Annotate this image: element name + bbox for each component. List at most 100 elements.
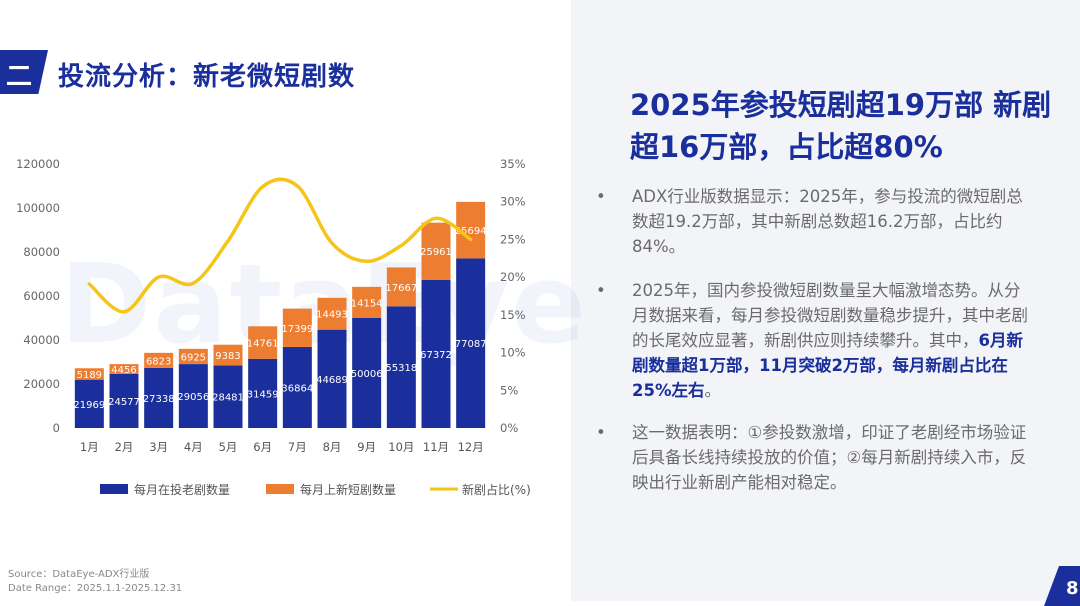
y2-tick-label: 0% [500, 421, 518, 435]
old-value-label: 67372 [420, 350, 452, 361]
bar-new-6 [248, 326, 278, 359]
new-value-label: 14493 [316, 310, 348, 321]
old-value-label: 27338 [143, 394, 175, 405]
section-badge: 二 [0, 50, 48, 94]
old-value-label: 28481 [212, 393, 244, 404]
new-value-label: 14761 [247, 339, 279, 350]
old-value-label: 21969 [73, 400, 105, 411]
bar-old-2 [109, 373, 139, 428]
bar-new-5 [213, 344, 243, 366]
bullet-text-before: 2025年，国内参投微短剧数量呈大幅激增态势。从分月数据来看，每月参投微短剧数量… [632, 281, 1028, 350]
x-tick-label: 4月 [184, 440, 203, 454]
bar-old-4 [178, 364, 208, 428]
x-tick-label: 12月 [458, 440, 484, 454]
bar-new-7 [282, 308, 312, 347]
line-new-share [87, 177, 473, 314]
bullet-text: ADX行业版数据显示：2025年，参与投流的微短剧总数超19.2万部，其中新剧总… [632, 187, 1023, 256]
legend-swatch-old [100, 484, 128, 494]
x-tick-label: 6月 [253, 440, 272, 454]
x-tick-label: 3月 [149, 440, 168, 454]
bullet-text: 这一数据表明：①参投数激增，印证了老剧经市场验证后具备长线持续投放的价值；②每月… [632, 423, 1027, 492]
bar-old-12 [456, 258, 486, 428]
headline: 2025年参投短剧超19万部 新剧超16万部，占比超80% [630, 88, 1052, 164]
new-value-label: 25694 [455, 226, 487, 237]
bar-old-6 [248, 358, 278, 428]
bar-new-8 [317, 297, 347, 330]
legend-swatch-new [266, 484, 294, 494]
y2-tick-label: 20% [500, 270, 526, 284]
x-tick-label: 5月 [219, 440, 238, 454]
new-value-label: 9383 [215, 351, 240, 362]
x-tick-label: 2月 [115, 440, 134, 454]
y-tick-label: 100000 [16, 201, 60, 215]
old-value-label: 29056 [177, 392, 209, 403]
old-value-label: 24577 [108, 397, 140, 408]
old-value-label: 55318 [385, 363, 417, 374]
bullet-highlight: 6月新剧数量超1万部，11月突破2万部，每月新剧占比在25%左右 [632, 331, 1023, 400]
page-title: 投流分析：新老微短剧数 [58, 62, 356, 92]
y-tick-label: 0 [53, 421, 60, 435]
y2-tick-label: 15% [500, 308, 526, 322]
bar-new-10 [386, 267, 416, 307]
new-value-label: 5189 [77, 370, 102, 381]
bar-old-8 [317, 329, 347, 428]
x-tick-label: 1月 [80, 440, 99, 454]
bar-new-9 [352, 286, 382, 318]
bar-new-3 [144, 352, 174, 368]
bar-old-9 [352, 317, 382, 428]
y-tick-label: 120000 [16, 157, 60, 171]
bullet-text: 2025年，国内参投微短剧数量呈大幅激增态势。从分月数据来看，每月参投微短剧数量… [632, 278, 1036, 403]
bullet-3: • 这一数据表明：①参投数激增，印证了老剧经市场验证后具备长线持续投放的价值；②… [596, 420, 1036, 495]
right-panel [571, 0, 1080, 601]
bar-old-3 [144, 367, 174, 428]
bar-old-1 [74, 379, 104, 428]
old-value-label: 44689 [316, 375, 348, 386]
legend-label-old: 每月在投老剧数量 [134, 482, 230, 497]
bar-old-10 [386, 306, 416, 428]
bullet-text-after: 。 [704, 381, 722, 400]
bar-new-4 [178, 348, 208, 365]
y-tick-label: 20000 [23, 377, 60, 391]
y2-tick-label: 30% [500, 195, 526, 209]
x-tick-label: 8月 [323, 440, 342, 454]
y2-tick-label: 35% [500, 157, 526, 171]
y2-tick-label: 25% [500, 232, 526, 246]
page-number: 8 [1066, 578, 1079, 599]
y-tick-label: 80000 [23, 245, 60, 259]
new-value-label: 17667 [385, 283, 417, 294]
old-value-label: 36864 [281, 383, 313, 394]
chart: 0 20000 40000 60000 80000 100000 120000 0% 5% 10%… [16, 157, 531, 497]
new-value-label: 25961 [420, 247, 452, 258]
legend-label-line: 新剧占比(%) [462, 482, 531, 497]
bullet-2: • 2025年，国内参投微短剧数量呈大幅激增态势。从分月数据来看，每月参投微短剧… [596, 278, 1036, 403]
bullet-1: • ADX行业版数据显示：2025年，参与投流的微短剧总数超19.2万部，其中新… [596, 184, 1036, 259]
bar-new-1 [74, 368, 104, 380]
x-tick-label: 10月 [388, 440, 414, 454]
new-value-label: 6823 [146, 356, 171, 367]
y2-tick-label: 10% [500, 346, 526, 360]
new-value-label: 17399 [281, 324, 313, 335]
x-tick-label: 9月 [357, 440, 376, 454]
bar-old-5 [213, 365, 243, 428]
bar-old-11 [421, 279, 451, 428]
bullet-dot: • [596, 281, 606, 300]
old-value-label: 31459 [247, 389, 279, 400]
y-tick-label: 60000 [23, 289, 60, 303]
new-value-label: 14154 [351, 298, 383, 309]
legend-label-new: 每月上新短剧数量 [300, 482, 396, 497]
x-tick-label: 7月 [288, 440, 307, 454]
bullet-dot: • [596, 423, 606, 442]
date-range: Date Range：2025.1.1-2025.12.31 [8, 583, 183, 594]
old-value-label: 50006 [351, 369, 383, 380]
y2-tick-label: 5% [500, 383, 518, 397]
bar-old-7 [282, 346, 312, 428]
new-value-label: 6925 [181, 352, 206, 363]
source-line: Source：DataEye-ADX行业版 [8, 569, 150, 580]
new-value-label: 4456 [111, 365, 136, 376]
x-tick-label: 11月 [423, 440, 449, 454]
section-number: 二 [6, 62, 33, 92]
bar-new-11 [421, 222, 451, 280]
bar-new-2 [109, 364, 139, 374]
bullet-dot: • [596, 187, 606, 206]
y-tick-label: 40000 [23, 333, 60, 347]
